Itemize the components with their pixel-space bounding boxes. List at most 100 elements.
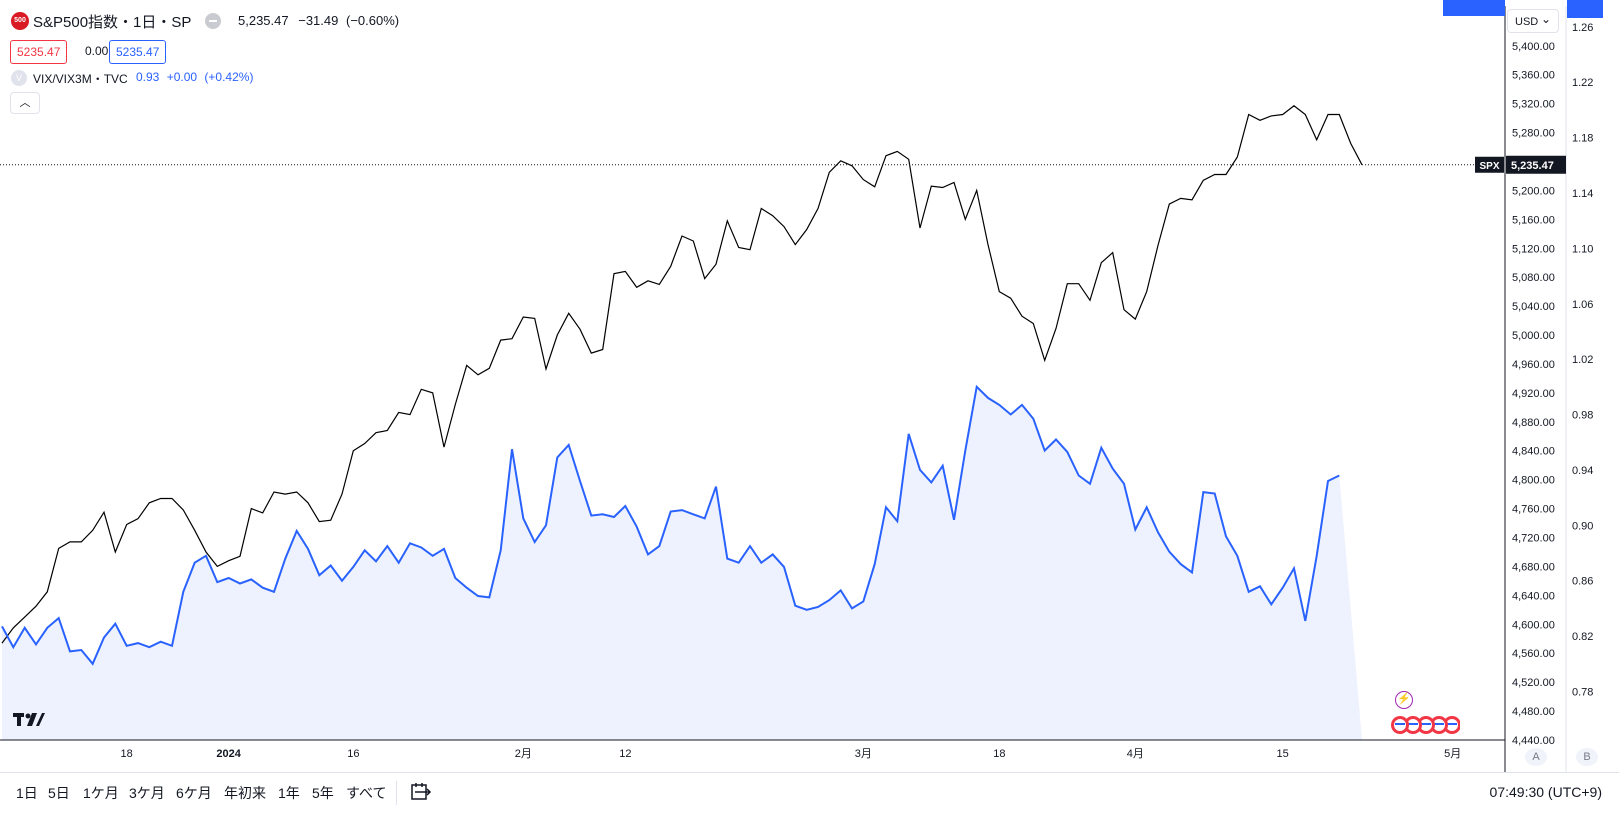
symbol-logo-badge: 500	[11, 12, 29, 30]
x-axis-tick-label: 3月	[855, 748, 872, 760]
auto-scale-button[interactable]: A	[1525, 748, 1547, 766]
range-1y[interactable]: 1年	[278, 785, 300, 801]
compare-change: +0.00	[166, 70, 198, 84]
range-1d[interactable]: 1日	[16, 785, 38, 801]
compare-stats: 0.93 +0.00 (+0.42%)	[136, 70, 253, 84]
vix-axis-tick-label: 0.94	[1572, 465, 1593, 477]
spx-series-line	[1, 105, 1363, 644]
scale-b-button[interactable]: B	[1576, 748, 1598, 766]
right-axis-tick-label: 4,960.00	[1512, 359, 1555, 371]
flag-event-stripe	[1395, 723, 1405, 725]
right-axis-tick-label: 4,880.00	[1512, 417, 1555, 429]
vix-axis-tick-label: 1.02	[1572, 354, 1593, 366]
price-change-pct: (−0.60%)	[345, 13, 400, 28]
right-axis-tick-label: 4,800.00	[1512, 475, 1555, 487]
range-1m[interactable]: 1ケ月	[83, 785, 119, 801]
buy-price-box[interactable]: 5235.47	[109, 40, 167, 64]
vix-axis-tick-label: 1.06	[1572, 299, 1593, 311]
right-axis-tick-label: 4,720.00	[1512, 533, 1555, 545]
flag-event-stripe	[1447, 723, 1457, 725]
right-axis-tick-label: 4,760.00	[1512, 504, 1555, 516]
x-axis-tick-label: 2月	[515, 748, 532, 760]
chart-canvas[interactable]: 0.78 0.82 0.86 0.90 0.94 0.98 1.02 1.06 1.10 1.14…	[0, 0, 1619, 772]
spx-last-value-label: 5,235.47	[1511, 160, 1554, 172]
spx-name-tag: SPX	[1479, 161, 1499, 172]
vix-axis-tick-label: 0.98	[1572, 410, 1593, 422]
vix-axis-tick-label: 0.78	[1572, 687, 1593, 699]
vix-axis-tick-label: 1.26	[1572, 22, 1593, 34]
right-axis-tick-label: 5,320.00	[1512, 99, 1555, 111]
right-axis-tick-label: 5,000.00	[1512, 330, 1555, 342]
vix-axis-tick-label: 1.18	[1572, 133, 1593, 145]
right-axis-tick-label: 4,640.00	[1512, 590, 1555, 602]
chevron-up-icon: ︿	[19, 97, 31, 109]
lightning-event-icon[interactable]: ⚡	[1395, 691, 1413, 709]
compare-change-pct: (+0.42%)	[204, 70, 254, 84]
spx-name-tag-bg	[1475, 156, 1504, 173]
price-stats: 5,235.47 −31.49 (−0.60%)	[238, 13, 399, 28]
x-axis-tick-label: 18	[121, 748, 133, 760]
sell-price-box[interactable]: 5235.47	[10, 40, 68, 64]
vix-axis-tick-label: 1.10	[1572, 243, 1593, 255]
right-axis-tick-label: 5,280.00	[1512, 128, 1555, 140]
spx-last-tag-bg	[1506, 155, 1566, 174]
vix-axis-tick-label: 1.22	[1572, 77, 1593, 89]
right-axis-tick-label: 5,080.00	[1512, 272, 1555, 284]
clock-timezone[interactable]: 07:49:30 (UTC+9)	[1489, 784, 1602, 800]
vix-name-tag: VIX/VIX3M	[1450, 0, 1499, 3]
right-axis-tick-label: 4,480.00	[1512, 706, 1555, 718]
vix-axis-tick-label: 0.90	[1572, 520, 1593, 532]
range-ytd[interactable]: 年初来	[224, 785, 266, 801]
last-price: 5,235.47	[238, 13, 289, 28]
range-3m[interactable]: 3ケ月	[129, 785, 165, 801]
x-axis-tick-label: 5月	[1444, 748, 1461, 760]
x-axis-tick-label: 4月	[1127, 748, 1144, 760]
range-5d[interactable]: 5日	[48, 785, 70, 801]
toolbar-divider	[396, 781, 397, 805]
us-flag-events-icon[interactable]	[1390, 715, 1460, 735]
x-axis-tick-label: 15	[1277, 748, 1289, 760]
compare-calendar-icon[interactable]	[410, 781, 432, 803]
right-axis-tick-label: 5,160.00	[1512, 214, 1555, 226]
compare-value: 0.93	[136, 70, 160, 84]
x-axis-tick-label: 16	[347, 748, 359, 760]
vix-last-tag-bg	[1567, 0, 1603, 18]
right-axis-tick-label: 5,040.00	[1512, 301, 1555, 313]
right-axis-tick-label: 5,400.00	[1512, 41, 1555, 53]
compare-symbol-title[interactable]: VIX/VIX3M・TVC	[33, 72, 128, 86]
vix-axis-tick-label: 1.14	[1572, 188, 1593, 200]
price-change: −31.49	[298, 13, 339, 28]
right-axis-tick-label: 5,200.00	[1512, 185, 1555, 197]
flag-event-stripe	[1408, 723, 1418, 725]
flag-event-stripe	[1434, 723, 1444, 725]
tradingview-logo-icon[interactable]	[13, 711, 45, 727]
range-all[interactable]: すべて	[346, 785, 387, 801]
vix-series-line	[1, 384, 1340, 666]
right-axis-tick-label: 4,600.00	[1512, 619, 1555, 631]
right-axis-tick-label: 4,440.00	[1512, 735, 1555, 747]
range-6m[interactable]: 6ケ月	[176, 785, 212, 801]
vix-name-tag-bg	[1443, 0, 1505, 16]
bottom-toolbar: 1日 5日 1ケ月 3ケ月 6ケ月 年初来 1年 5年 すべて 07:49:30…	[0, 772, 1619, 814]
vix-axis-tick-label: 0.82	[1572, 631, 1593, 643]
x-axis-tick-label: 18	[993, 748, 1005, 760]
compare-symbol-badge: V	[11, 70, 27, 86]
right-axis-tick-label: 5,120.00	[1512, 243, 1555, 255]
x-axis-tick-label: 2024	[216, 748, 241, 760]
flag-event-stripe	[1421, 723, 1431, 725]
hide-eye-icon[interactable]	[205, 13, 221, 29]
vix-axis-tick-label: 0.86	[1572, 576, 1593, 588]
right-axis-tick-label: 4,520.00	[1512, 677, 1555, 689]
collapse-legend-button[interactable]: ︿	[10, 92, 40, 114]
spread-value: 0.00	[79, 40, 115, 62]
vix-area-fill	[2, 386, 1362, 740]
right-axis-tick-label: 4,920.00	[1512, 388, 1555, 400]
right-axis-tick-label: 4,560.00	[1512, 648, 1555, 660]
right-axis-tick-label: 4,840.00	[1512, 446, 1555, 458]
range-5y[interactable]: 5年	[312, 785, 334, 801]
x-axis-tick-label: 12	[619, 748, 631, 760]
right-axis-tick-label: 5,360.00	[1512, 70, 1555, 82]
symbol-title[interactable]: S&P500指数・1日・SP	[33, 14, 192, 31]
currency-select[interactable]: USD	[1507, 7, 1559, 33]
